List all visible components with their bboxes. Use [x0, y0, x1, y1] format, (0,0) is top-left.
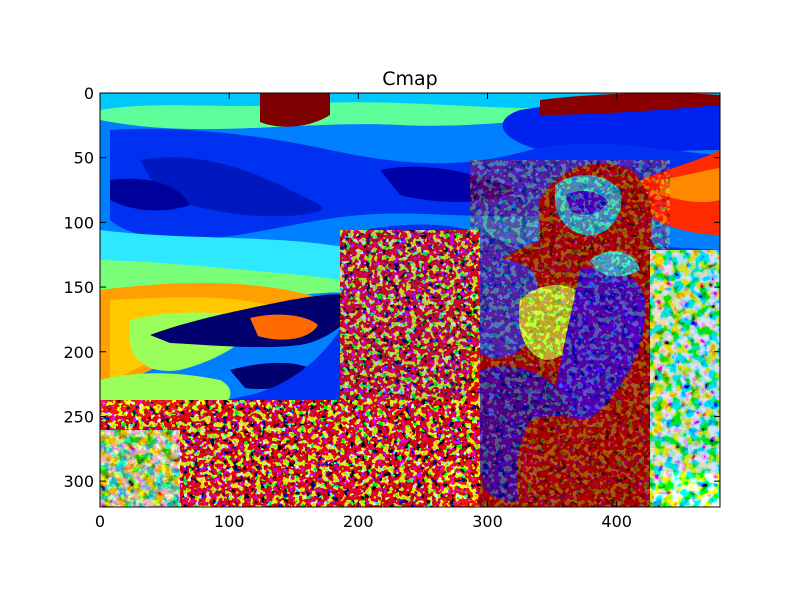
y-axis: 0 50 100 150 200 250 300	[63, 84, 720, 491]
plot-area-frame	[99, 92, 721, 508]
chart-title: Cmap	[382, 68, 437, 90]
y-tick-label: 300	[63, 472, 94, 491]
y-tick-label: 100	[63, 213, 94, 232]
x-tick-label: 300	[472, 512, 503, 531]
ground-texture	[100, 400, 480, 507]
y-tick-label: 0	[84, 84, 94, 103]
x-tick-label: 100	[214, 512, 245, 531]
x-tick-label: 200	[343, 512, 374, 531]
x-tick-label: 400	[601, 512, 632, 531]
y-tick-label: 250	[63, 407, 94, 426]
x-tick-label: 0	[95, 512, 105, 531]
gorilla-figure	[468, 160, 677, 507]
heatmap-image	[100, 93, 720, 507]
y-tick-label: 200	[63, 343, 94, 362]
y-tick-label: 50	[74, 149, 94, 168]
x-axis: 0 100 200 300 400	[95, 93, 632, 531]
y-tick-label: 150	[63, 278, 94, 297]
